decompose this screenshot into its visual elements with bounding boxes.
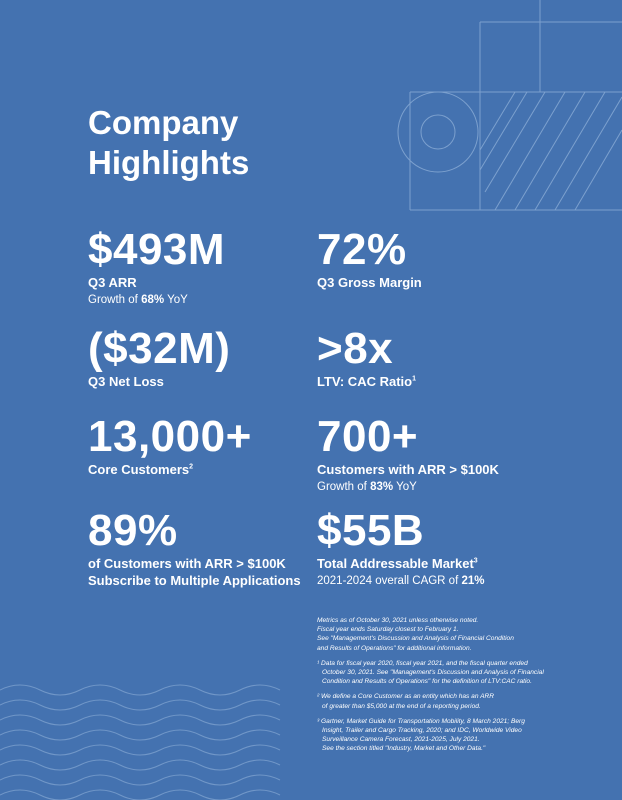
stat-multi-app-label-2: Subscribe to Multiple Applications — [88, 573, 301, 588]
decorative-line-art — [397, 0, 622, 211]
stat-multi-app-value: 89% — [88, 506, 178, 555]
stat-tam-label: Total Addressable Market3 — [317, 556, 478, 571]
stat-arr: $493M Q3 ARR Growth of 68% YoY — [88, 228, 225, 308]
stat-large-customers-label: Customers with ARR > $100K — [317, 462, 499, 477]
title-line-1: Company — [88, 104, 239, 141]
stat-large-customers: 700+ Customers with ARR > $100K Growth o… — [317, 415, 499, 495]
stat-core-customers-value: 13,000+ — [88, 412, 252, 461]
page-title: Company Highlights — [88, 103, 328, 183]
footnote-3: ³ Gartner, Market Guide for Transportati… — [317, 717, 525, 753]
footnote-1: ¹ Data for fiscal year 2020, fiscal year… — [317, 659, 544, 686]
decorative-waves — [0, 684, 281, 800]
stat-net-loss-value: ($32M) — [88, 324, 231, 373]
notes-intro: Metrics as of October 30, 2021 unless ot… — [317, 617, 514, 652]
stat-gross-margin: 72% Q3 Gross Margin — [317, 228, 422, 291]
stat-net-loss-label: Q3 Net Loss — [88, 374, 164, 389]
stat-gross-margin-label: Q3 Gross Margin — [317, 275, 422, 290]
stat-multi-app-label-1: of Customers with ARR > $100K — [88, 556, 286, 571]
stat-tam-cagr: 2021-2024 overall CAGR of 21% — [317, 575, 485, 587]
stat-tam-value: $55B — [317, 506, 425, 555]
footnote-2: ² We define a Core Customer as an entity… — [317, 693, 495, 710]
stat-ltv: >8x LTV: CAC Ratio1 — [317, 327, 416, 390]
stat-arr-label: Q3 ARR — [88, 275, 137, 290]
title-line-2: Highlights — [88, 144, 250, 181]
stat-net-loss: ($32M) Q3 Net Loss — [88, 327, 230, 390]
stat-large-customers-value: 700+ — [317, 412, 419, 461]
stat-tam: $55B Total Addressable Market3 2021-2024… — [317, 509, 485, 589]
stat-large-customers-growth: Growth of 83% YoY — [317, 481, 417, 493]
stat-arr-value: $493M — [88, 225, 226, 274]
stat-multi-app: 89% of Customers with ARR > $100K Subscr… — [88, 509, 301, 589]
stat-core-customers: 13,000+ Core Customers2 — [88, 415, 252, 478]
stat-ltv-label: LTV: CAC Ratio1 — [317, 374, 416, 389]
stat-arr-growth: Growth of 68% YoY — [88, 294, 188, 306]
stat-core-customers-label: Core Customers2 — [88, 462, 194, 477]
footnotes: Metrics as of October 30, 2021 unless ot… — [317, 616, 617, 760]
stat-gross-margin-value: 72% — [317, 225, 407, 274]
stat-ltv-value: >8x — [317, 324, 394, 373]
